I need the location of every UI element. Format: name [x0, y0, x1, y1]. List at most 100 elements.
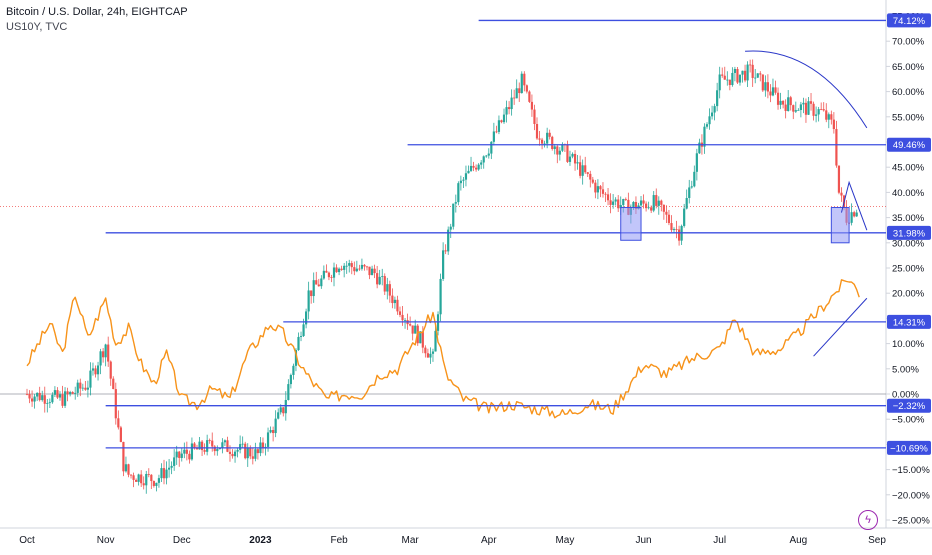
candle-body [802, 102, 805, 105]
y-tick-label: 55.00% [892, 112, 925, 123]
candle-body [241, 443, 244, 445]
candle-body [782, 100, 785, 105]
candle-body [817, 109, 820, 115]
candle-body [439, 278, 442, 315]
candle-body [355, 268, 358, 272]
candle-body [213, 446, 216, 452]
candle-body [429, 353, 432, 358]
candle-body [127, 464, 130, 475]
candle-body [556, 146, 559, 155]
candle-body [147, 473, 150, 475]
candle-body [685, 198, 688, 209]
candle-body [485, 155, 488, 157]
candle-body [302, 324, 305, 337]
candle-body [495, 131, 498, 133]
candle-body [619, 204, 622, 209]
candle-body [723, 75, 726, 80]
candle-body [38, 392, 41, 401]
candle-body [525, 85, 528, 92]
x-tick-label: Mar [402, 535, 420, 546]
candle-body [660, 200, 663, 205]
uptrend-line [813, 297, 868, 357]
candle-body [789, 97, 792, 106]
candle-body [76, 382, 79, 393]
candle-body [236, 449, 239, 452]
candle-body [469, 165, 473, 171]
candle-body [617, 199, 620, 209]
candle-body [200, 441, 204, 451]
candle-body [822, 109, 825, 111]
candle-body [804, 102, 808, 115]
symbol-title: Bitcoin / U.S. Dollar, 24h, EIGHTCAP [6, 6, 188, 18]
candle-body [96, 365, 100, 375]
y-tick-label: 45.00% [892, 163, 925, 174]
candle-body [46, 402, 49, 404]
candle-body [650, 207, 653, 211]
candle-body [231, 453, 234, 457]
candle-body [571, 153, 574, 157]
candle-body [683, 208, 686, 226]
candle-body [487, 153, 490, 156]
candle-body [510, 97, 513, 110]
candle-body [325, 270, 328, 273]
candle-body [129, 474, 133, 476]
candle-body [411, 325, 414, 334]
level-badge [887, 13, 931, 28]
candle-body [102, 351, 105, 358]
candle-body [203, 450, 206, 452]
candle-body [655, 195, 658, 206]
level-badge [887, 225, 931, 240]
candle-body [457, 183, 460, 203]
x-tick-label: 2023 [249, 535, 272, 546]
candle-body [792, 105, 795, 112]
candle-body [150, 474, 153, 482]
candle-body [135, 479, 138, 482]
candle-body [670, 223, 673, 231]
candle-body [348, 263, 351, 266]
candle-body [289, 374, 292, 385]
candle-body [381, 276, 384, 277]
candle-body [340, 268, 343, 270]
candle-body [693, 171, 696, 187]
candle-body [223, 440, 227, 443]
candle-body [25, 394, 29, 395]
lightning-icon[interactable]: ϟ [858, 510, 878, 530]
candle-body [761, 74, 764, 91]
candle-body [353, 267, 356, 272]
candle-body [239, 444, 242, 450]
candle-body [409, 324, 412, 326]
candle-body [251, 456, 254, 459]
candle-body [464, 173, 468, 180]
candle-body [444, 250, 447, 252]
y-tick-label: 60.00% [892, 87, 925, 98]
candle-body [459, 180, 462, 184]
candle-body [160, 468, 163, 479]
candle-body [505, 107, 508, 115]
y-tick-label: 70.00% [892, 37, 925, 48]
candle-body [794, 110, 797, 112]
candle-body [589, 173, 592, 180]
candle-body [363, 264, 366, 267]
candle-body [477, 164, 480, 170]
level-badge [887, 137, 931, 152]
candle-body [853, 212, 856, 217]
candle-body [320, 278, 323, 287]
y-tick-label: 10.00% [892, 339, 925, 350]
candle-body [500, 120, 503, 123]
candle-body [426, 353, 429, 358]
candle-body [726, 79, 729, 81]
candle-body [368, 266, 371, 276]
candle-body [284, 399, 287, 414]
candle-body [383, 276, 386, 292]
candle-body [175, 451, 178, 458]
candle-body [632, 202, 635, 208]
candle-body [452, 203, 455, 227]
candle-body [809, 101, 813, 104]
candle-body [639, 200, 643, 206]
downtrend-curve [745, 50, 868, 129]
x-tick-label: Nov [97, 535, 115, 546]
candle-body [447, 229, 450, 252]
candle-body [117, 418, 120, 428]
